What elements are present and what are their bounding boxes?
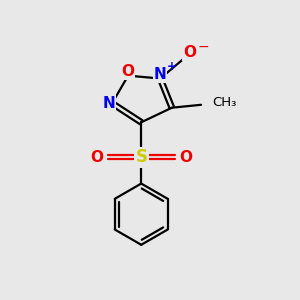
Text: +: + [167, 60, 176, 74]
Text: O: O [179, 150, 192, 165]
Text: S: S [135, 148, 147, 166]
Text: O: O [121, 64, 134, 79]
Text: O: O [183, 45, 196, 60]
Text: N: N [103, 96, 116, 111]
Text: O: O [90, 150, 103, 165]
Text: N: N [154, 67, 167, 82]
Text: −: − [197, 40, 209, 53]
Text: CH₃: CH₃ [212, 96, 236, 109]
